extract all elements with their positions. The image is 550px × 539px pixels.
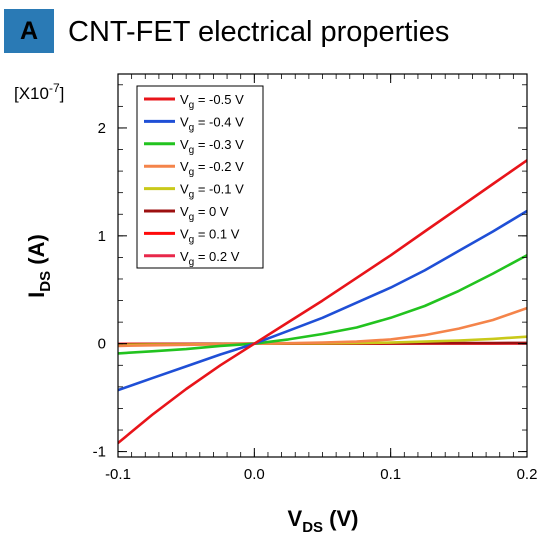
- page-title: CNT-FET electrical properties: [68, 16, 450, 48]
- series-line-vg-0-5-v: [118, 159, 527, 445]
- x-axis-title: VDS (V): [288, 506, 359, 536]
- y-tick-label: 0: [98, 336, 106, 353]
- legend-entry: Vg = -0.4 V: [180, 114, 244, 133]
- legend-entry: Vg = -0.5 V: [180, 92, 244, 111]
- legend: Vg = -0.5 V Vg = -0.4 V Vg = -0.3 V Vg = -0…: [136, 85, 264, 269]
- legend-box: [136, 85, 264, 269]
- legend-entry: Vg = 0 V: [180, 204, 229, 223]
- series-line-vg-0-3-v: [118, 254, 527, 355]
- legend-entry: Vg = 0.1 V: [180, 226, 240, 245]
- legend-entry: Vg = -0.2 V: [180, 159, 244, 178]
- legend-entry: Vg = -0.3 V: [180, 137, 244, 156]
- axes: -0.1 0.0 0.1 0.2 -1 0 1 2: [93, 73, 538, 483]
- plot-area: [118, 159, 527, 445]
- x-tick-label: 0.0: [244, 466, 265, 483]
- axis-titles: VDS (V) IDS (A): [24, 234, 358, 536]
- series-line-vg-0-2-v: [118, 306, 527, 348]
- y-tick-label: -1: [93, 444, 106, 461]
- y-axis-title: IDS (A): [24, 234, 54, 298]
- panel-label: A: [4, 9, 54, 53]
- x-tick-label: 0.1: [380, 466, 401, 483]
- legend-entry: Vg = 0.2 V: [180, 249, 240, 268]
- x-tick-label: 0.2: [517, 466, 538, 483]
- x-tick-label: -0.1: [105, 466, 131, 483]
- y-multiplier: [X10-7]: [14, 81, 64, 103]
- legend-entry: Vg = -0.1 V: [180, 182, 244, 201]
- y-tick-label: 1: [98, 228, 106, 245]
- y-tick-label: 2: [98, 120, 106, 137]
- series-line-vg-0-4-v: [118, 209, 527, 392]
